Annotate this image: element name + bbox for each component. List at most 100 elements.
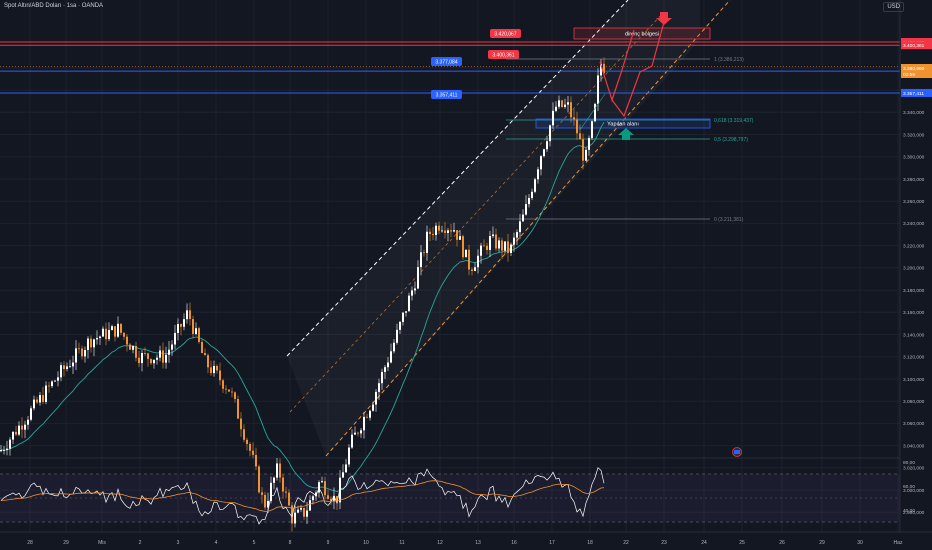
candle-body	[213, 365, 215, 374]
candle-body	[21, 425, 23, 430]
candle-body	[588, 138, 590, 150]
axis-level-tag[interactable]	[901, 88, 932, 97]
projection-2[interactable]	[611, 21, 665, 118]
candle-body	[195, 328, 197, 334]
candle-body	[264, 494, 266, 508]
candle-body	[342, 472, 344, 478]
trend-channel[interactable]	[286, 0, 731, 457]
candle-body	[282, 477, 284, 492]
candle-body	[279, 463, 281, 478]
candle-body	[504, 241, 506, 251]
candle-body	[411, 290, 413, 296]
time-tick-label: 18	[587, 540, 593, 546]
channel-upper-line[interactable]	[286, 0, 629, 357]
horizontal-levels[interactable]: 3.420,067 3.400,361 3.377,084 3.357,411	[0, 29, 900, 99]
candle-body	[84, 350, 86, 357]
candle-body	[483, 245, 485, 247]
price-axis[interactable]: 3.380,0003.360,0003.340,0003.320,0003.30…	[899, 0, 932, 550]
candle-body	[102, 328, 104, 337]
candle-body	[135, 345, 137, 358]
candle-body	[330, 498, 332, 502]
up-arrow-icon[interactable]	[618, 128, 634, 140]
price-tag[interactable]: 3.377,084	[431, 57, 462, 66]
candle-body	[177, 323, 179, 333]
candle-body	[30, 408, 32, 420]
candle-body	[405, 311, 407, 313]
currency-button[interactable]: USD	[883, 2, 904, 12]
candle-body	[147, 353, 149, 359]
projection-1[interactable]	[599, 29, 635, 102]
candle-body	[366, 416, 368, 418]
time-axis[interactable]: 28 29 Mis 2 3 4 5 8 9 10 11 12 13 16 17 18 22 23 24 25 26 29 3…	[0, 531, 932, 550]
candle-body	[93, 339, 95, 348]
price-tick-label: 3.040,000	[903, 443, 925, 449]
channel-mid-line[interactable]	[289, 11, 665, 413]
candle-body	[558, 100, 560, 107]
candle-body	[345, 464, 347, 473]
price-tag[interactable]: 3.420,067	[490, 29, 521, 38]
down-arrow-icon[interactable]	[656, 12, 672, 25]
candle-body	[435, 225, 437, 236]
time-tick-label: 22	[623, 540, 629, 546]
candle-body	[258, 466, 260, 493]
candle-body	[156, 357, 158, 360]
channel-fill	[287, 0, 700, 456]
rsi-tick-label: 80,00	[903, 460, 915, 466]
candle-body	[432, 234, 434, 236]
candle-body	[168, 349, 170, 355]
candle-body	[351, 434, 353, 448]
candle-body	[597, 75, 599, 104]
zones[interactable]: direnç bölgesi Yapılan alanı	[535, 27, 711, 129]
fibonacci-levels[interactable]: 1 (3.386,213) 0,618 (3.319,437) 0,5 (3.298…	[506, 57, 754, 223]
candle-body	[546, 141, 548, 150]
support-zone[interactable]	[535, 118, 711, 129]
candle-body	[276, 463, 278, 478]
candle-body	[531, 191, 533, 198]
candle-body	[54, 380, 56, 382]
candle-body	[393, 342, 395, 352]
trend-line[interactable]	[579, 93, 606, 131]
candle-body	[306, 510, 308, 517]
event-flag-icon[interactable]	[732, 447, 742, 457]
channel-lower-line[interactable]	[325, 0, 731, 457]
time-tick-label: 4	[215, 540, 218, 546]
candle-body	[69, 366, 71, 368]
price-tag[interactable]: 3.357,411	[431, 90, 462, 99]
candle-body	[150, 358, 152, 364]
candle-body	[336, 496, 338, 503]
axis-level-tag[interactable]	[901, 41, 932, 50]
projection-path[interactable]	[579, 12, 742, 457]
candle-body	[534, 179, 536, 192]
candle-body	[603, 63, 605, 74]
candle-body	[561, 100, 563, 108]
candle-body	[570, 102, 572, 118]
resistance-zone[interactable]	[573, 27, 711, 40]
candle-body	[90, 338, 92, 348]
time-tick-label: 28	[27, 540, 33, 546]
price-tag-text: 3.420,067	[494, 32, 516, 38]
symbol-title[interactable]: Spot Altın/ABD Doları · 1sa · OANDA	[4, 3, 104, 9]
candle-body	[450, 230, 452, 232]
candle-body	[291, 505, 293, 524]
candle-body	[585, 149, 587, 161]
candle-body	[45, 385, 47, 402]
candle-body	[234, 392, 236, 399]
price-tick-label: 3.140,000	[903, 332, 925, 338]
candle-body	[216, 365, 218, 371]
candle-body	[120, 323, 122, 333]
time-tick-label: 3	[177, 540, 180, 546]
candle-body	[594, 103, 596, 122]
candle-body	[549, 125, 551, 142]
candle-body	[381, 371, 383, 384]
time-tick-label: 8	[289, 540, 292, 546]
candle-body	[9, 439, 11, 449]
fib-label: 0,618 (3.319,437)	[714, 118, 754, 124]
last-price-tag[interactable]	[901, 64, 932, 78]
candle-body	[384, 367, 386, 372]
price-tag[interactable]: 3.400,361	[488, 50, 519, 59]
candle-body	[447, 230, 449, 233]
candle-body	[348, 447, 350, 465]
candle-body	[552, 110, 554, 126]
price-tick-label: 3.120,000	[903, 355, 925, 361]
